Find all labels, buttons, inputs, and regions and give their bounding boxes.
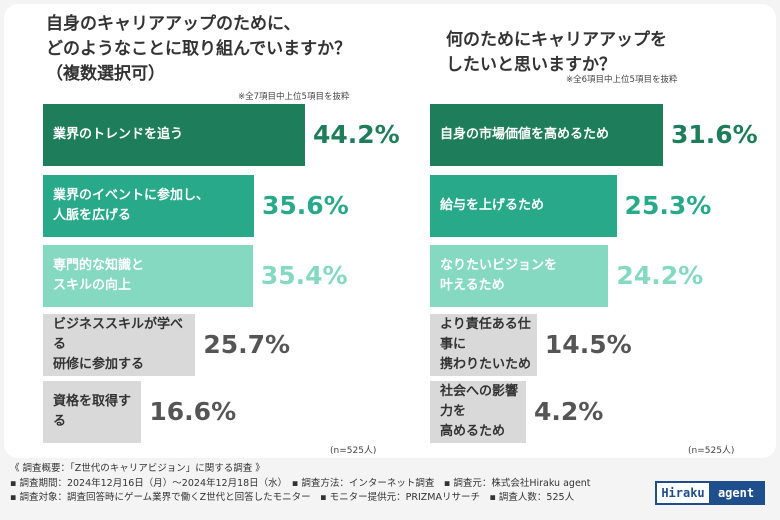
chart-title: 何のためにキャリアアップを したいと思いますか？ <box>446 30 667 75</box>
value-label: 31.6% <box>671 120 758 149</box>
bar: より責任ある仕事に 携わりたいため <box>430 314 537 376</box>
bar-label: ビジネススキルが学べる 研修に参加する <box>53 317 184 372</box>
value-label: 25.3% <box>624 191 712 220</box>
bar: 社会への影響力を 高めるため <box>430 381 526 443</box>
bar: 業界のイベントに参加し、 人脈を広げる <box>43 175 255 237</box>
survey-footer: 《 調査概要：「Z世代のキャリアビジョン」に関する調査 》 ▪ 調査期間：202… <box>10 462 650 506</box>
value-label: 24.2% <box>616 261 704 290</box>
chart-note: ※全7項目中上位5項目を抜粋 <box>238 92 350 102</box>
bar-label: 業界のイベントに参加し、 人脈を広げる <box>53 188 210 223</box>
bar: ビジネススキルが学べる 研修に参加する <box>43 314 196 376</box>
bar: なりたいビジョンを 叶えるため <box>430 245 609 307</box>
bar-label: 資格を取得する <box>53 394 132 429</box>
value-label: 14.5% <box>544 330 632 359</box>
sample-size: (n=525人) <box>688 446 735 456</box>
chart-note: ※全6項目中上位5項目を抜粋 <box>566 75 678 85</box>
value-label: 44.2% <box>313 120 400 149</box>
bar-label: 専門的な知識と スキルの向上 <box>53 258 145 293</box>
value-label: 16.6% <box>149 397 237 426</box>
sample-size: (n=525人) <box>330 446 377 456</box>
bar: 給与を上げるため <box>430 175 617 237</box>
bar-label: 業界のトレンドを追う <box>53 127 184 142</box>
bar-label: なりたいビジョンを 叶えるため <box>440 258 558 293</box>
footer-line: 《 調査概要：「Z世代のキャリアビジョン」に関する調査 》 <box>10 463 265 474</box>
logo-part1: Hiraku <box>657 483 709 503</box>
bar-label: 給与を上げるため <box>440 198 545 213</box>
bar-label: より責任ある仕事に 携わりたいため <box>440 317 532 372</box>
value-label: 4.2% <box>534 397 604 426</box>
value-label: 35.4% <box>260 261 348 290</box>
bar-label: 社会への影響力を 高めるため <box>440 384 519 439</box>
footer-line: ▪ 調査対象：調査回答時にゲーム業界で働くZ世代と回答したモニター ▪ モニター… <box>10 492 575 503</box>
bar: 資格を取得する <box>43 381 142 443</box>
bar: 業界のトレンドを追う <box>43 104 305 166</box>
value-label: 25.7% <box>203 330 291 359</box>
bar: 専門的な知識と スキルの向上 <box>43 245 253 307</box>
bar: 自身の市場価値を高めるため <box>430 104 663 166</box>
footer-line: ▪ 調査期間：2024年12月16日（月）～2024年12月18日（水） ▪ 調… <box>10 477 591 489</box>
hiraku-agent-logo: Hiraku agent <box>655 481 765 505</box>
value-label: 35.6% <box>262 191 349 220</box>
logo-part2: agent <box>709 483 763 503</box>
chart-title: 自身のキャリアアップのために、 どのようなことに取り組んでいますか？ （複数選択… <box>46 14 352 84</box>
bar-label: 自身の市場価値を高めるため <box>440 127 610 142</box>
